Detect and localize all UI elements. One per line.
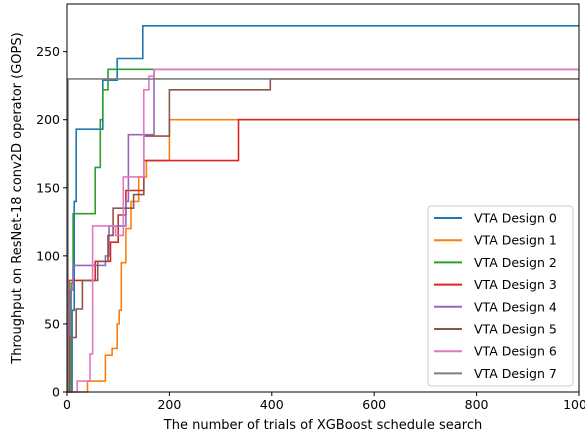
legend-label-design-3: VTA Design 3 bbox=[474, 277, 557, 292]
series-line-design-0 bbox=[67, 25, 579, 393]
series-line-design-6 bbox=[67, 68, 579, 393]
y-tick-label: 50 bbox=[44, 316, 60, 331]
legend-label-design-6: VTA Design 6 bbox=[474, 344, 557, 359]
y-axis-label: Throughput on ResNet-18 conv2D operator … bbox=[10, 32, 25, 364]
legend: VTA Design 0 VTA Design 1 VTA Design 2 VTA … bbox=[427, 205, 574, 387]
x-tick-label: 0 bbox=[63, 397, 71, 412]
x-tick-label: 600 bbox=[362, 397, 386, 412]
legend-label-design-0: VTA Design 0 bbox=[474, 211, 557, 226]
x-tick-label: 400 bbox=[260, 397, 284, 412]
legend-label-design-2: VTA Design 2 bbox=[474, 255, 557, 270]
y-tick-label: 0 bbox=[52, 385, 60, 400]
x-axis-label: The number of trials of XGBoost schedule… bbox=[163, 418, 482, 433]
legend-box bbox=[427, 205, 574, 387]
series-line-design-1 bbox=[67, 118, 579, 393]
plot-lines bbox=[67, 25, 579, 393]
y-axis: 0 50 100 150 200 250 bbox=[36, 44, 67, 400]
legend-label-design-7: VTA Design 7 bbox=[474, 366, 557, 381]
series-line-design-5 bbox=[67, 78, 579, 393]
series-line-design-2 bbox=[67, 68, 579, 393]
y-tick-label: 100 bbox=[36, 248, 60, 263]
legend-label-design-4: VTA Design 4 bbox=[474, 299, 557, 314]
y-tick-label: 200 bbox=[36, 112, 60, 127]
legend-label-design-1: VTA Design 1 bbox=[474, 233, 557, 248]
plot-frame bbox=[66, 3, 580, 393]
x-tick-label: 200 bbox=[157, 397, 181, 412]
y-tick-label: 150 bbox=[36, 180, 60, 195]
legend-label-design-5: VTA Design 5 bbox=[474, 322, 557, 337]
x-tick-label: 800 bbox=[465, 397, 489, 412]
y-tick-label: 250 bbox=[36, 44, 60, 59]
